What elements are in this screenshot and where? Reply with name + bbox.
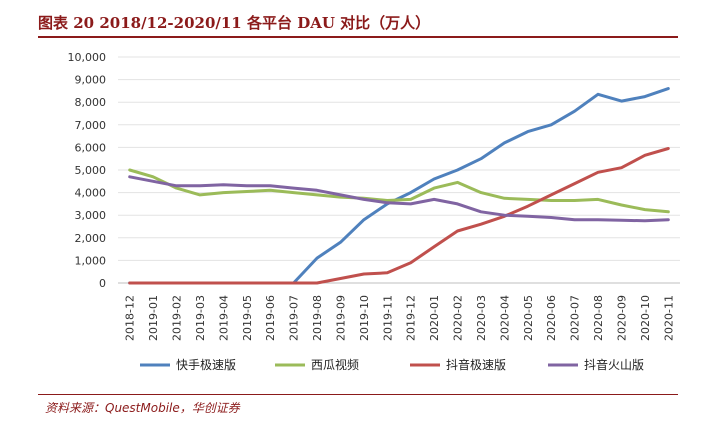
y-tick-label: 1,000 [75, 254, 107, 267]
series-line-3 [128, 147, 670, 285]
x-tick-label: 2019-06 [264, 295, 277, 341]
figure-title: 图表 20 2018/12-2020/11 各平台 DAU 对比（万人） [38, 14, 431, 32]
x-tick-label: 2019-09 [334, 295, 347, 341]
x-tick-label: 2019-07 [288, 295, 301, 341]
x-tick-label: 2019-10 [358, 295, 371, 341]
title-rule [38, 36, 678, 38]
x-tick-label: 2019-08 [311, 295, 324, 341]
y-tick-label: 6,000 [75, 141, 107, 154]
y-axis-ticks: 0 1,000 2,000 3,000 4,000 5,000 6,000 7,000 8,00… [68, 51, 107, 290]
legend-label: 快手极速版 [176, 358, 236, 372]
y-tick-label: 5,000 [75, 164, 107, 177]
source-note: 资料来源：QuestMobile，华创证券 [45, 401, 240, 415]
series-line-4 [128, 175, 670, 223]
x-tick-label: 2019-05 [241, 295, 254, 341]
x-tick-label: 2020-05 [522, 295, 535, 341]
x-tick-label: 2019-12 [405, 295, 418, 341]
legend-label: 西瓜视频 [311, 357, 359, 372]
legend-label: 抖音火山版 [584, 357, 644, 372]
x-tick-label: 2019-11 [381, 295, 394, 341]
x-tick-label: 2020-08 [592, 295, 605, 341]
x-tick-label: 2019-02 [171, 295, 184, 341]
x-tick-label: 2020-03 [475, 295, 488, 341]
y-tick-label: 7,000 [75, 119, 107, 132]
figure-header: 图表 20 2018/12-2020/11 各平台 DAU 对比（万人） [38, 10, 718, 36]
series-lines [128, 87, 670, 285]
x-tick-label: 2020-07 [569, 295, 582, 341]
dau-line-chart: 0 1,000 2,000 3,000 4,000 5,000 6,000 7,000 8,00… [68, 51, 680, 372]
legend: 快手极速版 西瓜视频 抖音极速版 抖音火山版 [140, 357, 644, 372]
x-tick-label: 2020-02 [452, 295, 465, 341]
y-tick-label: 9,000 [75, 74, 107, 87]
x-tick-label: 2018-12 [124, 295, 137, 341]
grid-lines [118, 56, 680, 284]
x-axis-ticks: 2018-12 2019-01 2019-02 2019-03 2019-04 2019-… [124, 295, 676, 341]
footer-rule [38, 394, 678, 395]
y-tick-label: 3,000 [75, 209, 107, 222]
y-tick-label: 0 [99, 277, 106, 290]
legend-label: 抖音极速版 [446, 357, 506, 372]
y-tick-label: 4,000 [75, 187, 107, 200]
x-tick-label: 2019-01 [147, 295, 160, 341]
series-line-2 [128, 168, 670, 214]
x-tick-label: 2019-03 [194, 295, 207, 341]
x-tick-label: 2020-10 [639, 295, 652, 341]
x-tick-label: 2019-04 [217, 295, 230, 341]
x-tick-label: 2020-06 [545, 295, 558, 341]
y-tick-label: 8,000 [75, 96, 107, 109]
x-tick-label: 2020-01 [428, 295, 441, 341]
x-tick-label: 2020-09 [615, 295, 628, 341]
x-tick-label: 2020-11 [662, 295, 675, 341]
y-tick-label: 10,000 [68, 51, 107, 64]
y-tick-label: 2,000 [75, 232, 107, 245]
x-tick-label: 2020-04 [498, 295, 511, 341]
